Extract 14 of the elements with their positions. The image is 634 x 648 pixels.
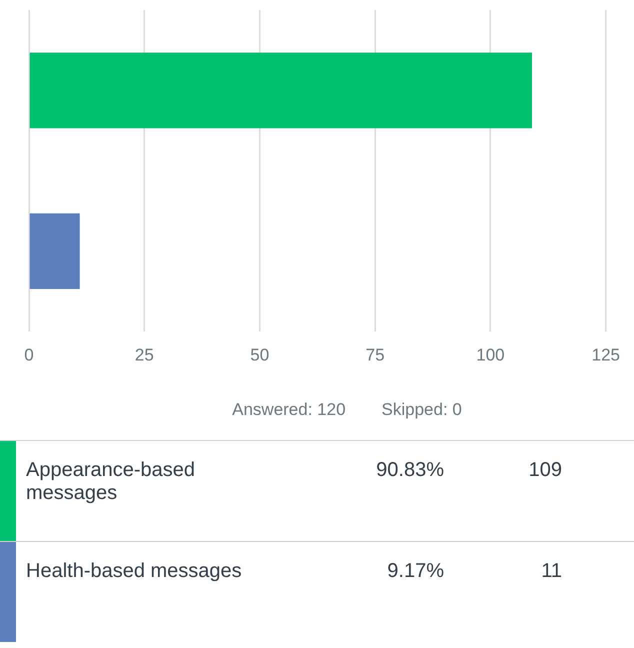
x-tick-label: 75 bbox=[366, 345, 385, 364]
text: 11 bbox=[540, 559, 563, 584]
text: Skipped: 0 bbox=[382, 400, 462, 420]
x-tick-label: 125 bbox=[592, 345, 620, 364]
x-tick-label: 100 bbox=[476, 345, 505, 364]
x-tick-label: 0 bbox=[24, 345, 34, 364]
x-tick-label: 25 bbox=[134, 345, 154, 364]
text: Appearance-based messages bbox=[25, 458, 196, 506]
text: Answered: 120 bbox=[232, 400, 346, 420]
text: 9.17% bbox=[386, 559, 445, 584]
x-tick-label: 50 bbox=[250, 345, 270, 364]
text: 90.83% bbox=[375, 458, 445, 483]
text: 109 bbox=[528, 458, 563, 483]
text: Health-based messages bbox=[25, 559, 243, 584]
